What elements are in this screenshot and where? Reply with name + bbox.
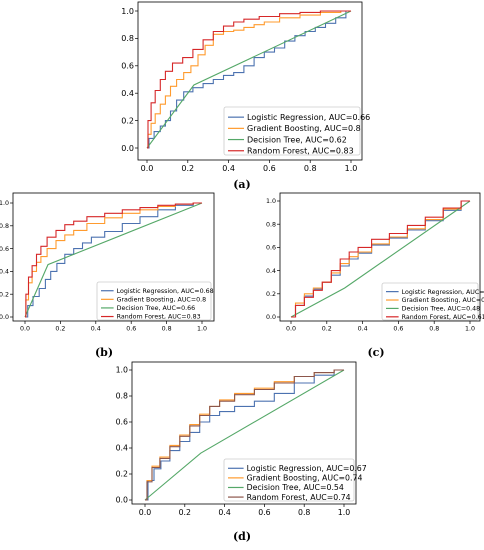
- y-tick-label: 0.2: [116, 470, 128, 479]
- x-tick-label: 0.2: [322, 325, 332, 332]
- x-tick-label: 1.0: [345, 164, 358, 173]
- y-tick-label: 0.6: [266, 245, 276, 252]
- roc-panel-4: 0.0 0.0 0.2 0.2 0.4 0.4 0.6 0.6 0.8 0.8 1.0 1.0 Logi…: [116, 361, 367, 543]
- x-tick-label: 0.4: [91, 325, 101, 332]
- y-tick-label: 0.6: [121, 62, 134, 71]
- x-tick-label: 1.0: [338, 508, 350, 517]
- y-tick-label: 1.0: [121, 7, 134, 16]
- x-tick-label: 0.8: [304, 164, 317, 173]
- roc-line-1: [147, 10, 351, 149]
- y-tick-label: 0.0: [266, 314, 276, 321]
- y-tick-label: 0.8: [266, 221, 276, 228]
- x-tick-label: 0.2: [55, 325, 65, 332]
- y-tick-label: 0.2: [0, 291, 9, 298]
- legend-entry: Gradient Boosting, AUC=0.8: [247, 124, 361, 133]
- y-tick-label: 0.8: [116, 392, 128, 401]
- x-tick-label: 0.6: [126, 325, 136, 332]
- legend: Logistic Regression, AUC=0.66 Gradient Bo…: [223, 106, 370, 156]
- roc-line-4: [147, 10, 351, 149]
- x-tick-label: 0.6: [263, 164, 276, 173]
- x-tick-label: 0.4: [358, 325, 368, 332]
- legend-entry: Gradient Boosting, AUC=0.8: [117, 297, 207, 304]
- x-tick-label: 0.0: [20, 325, 30, 332]
- roc-line-3: [290, 200, 471, 318]
- roc-panel-2: 0.0 0.0 0.2 0.2 0.4 0.4 0.6 0.6 0.8 0.8 1.0 1.0 Logi…: [0, 192, 215, 359]
- legend-entry: Random Forest, AUC=0.83: [117, 314, 201, 321]
- y-tick-label: 1.0: [0, 200, 9, 207]
- legend-entry: Decision Tree, AUC=0.62: [247, 135, 347, 144]
- y-tick-label: 0.2: [266, 291, 276, 298]
- y-tick-label: 0.2: [121, 116, 134, 125]
- x-tick-label: 0.0: [286, 325, 296, 332]
- panel-caption: (a): [233, 178, 251, 191]
- y-tick-label: 0.4: [121, 89, 134, 98]
- panel-caption: (d): [233, 530, 251, 543]
- x-tick-label: 0.2: [179, 508, 191, 517]
- y-tick-label: 0.8: [121, 34, 134, 43]
- y-tick-label: 0.4: [116, 444, 128, 453]
- x-tick-label: 1.0: [197, 325, 207, 332]
- y-tick-label: 0.0: [0, 314, 9, 321]
- legend-box: [381, 282, 479, 321]
- x-tick-label: 0.2: [181, 164, 194, 173]
- y-tick-label: 0.8: [0, 223, 9, 230]
- y-tick-label: 1.0: [116, 366, 128, 375]
- x-tick-label: 0.0: [139, 508, 151, 517]
- legend: Logistic Regression, AUC=0.59Gradient Bo…: [381, 282, 484, 321]
- y-tick-label: 0.4: [0, 269, 9, 276]
- roc-line-4: [291, 200, 470, 318]
- x-tick-label: 0.4: [218, 508, 230, 517]
- legend-entry: Gradient Boosting, AUC=0.74: [247, 474, 363, 483]
- x-tick-label: 0.6: [258, 508, 270, 517]
- roc-line-3: [24, 202, 203, 318]
- roc-line-1: [25, 202, 202, 318]
- roc-line-4: [25, 202, 202, 318]
- y-tick-label: 0.0: [121, 144, 134, 153]
- x-tick-label: 1.0: [465, 325, 475, 332]
- y-tick-label: 0.6: [0, 246, 9, 253]
- x-tick-label: 0.0: [141, 164, 154, 173]
- roc-panel-3: 0.0 0.0 0.2 0.2 0.4 0.4 0.6 0.6 0.8 0.8 1.0 1.0 Logi…: [266, 192, 484, 359]
- legend-entry: Logistic Regression, AUC=0.66: [247, 113, 370, 122]
- roc-line-2: [147, 10, 351, 149]
- y-tick-label: 0.6: [116, 418, 128, 427]
- panel-caption: (b): [95, 346, 113, 359]
- legend-entry: Decision Tree, AUC=0.48: [402, 306, 481, 313]
- legend-entry: Decision Tree, AUC=0.66: [117, 305, 196, 312]
- legend-box: [223, 458, 355, 502]
- x-tick-label: 0.8: [298, 508, 310, 517]
- legend-entry: Logistic Regression, AUC=0.68: [117, 288, 214, 295]
- legend-box: [223, 106, 361, 156]
- legend-entry: Random Forest, AUC=0.61: [402, 314, 484, 321]
- roc-line-1: [145, 369, 344, 501]
- y-tick-label: 0.0: [116, 496, 128, 505]
- roc-line-3: [146, 10, 352, 149]
- y-tick-label: 0.4: [266, 268, 276, 275]
- roc-line-3: [144, 369, 345, 501]
- legend-box: [96, 281, 212, 321]
- panel-caption: (c): [367, 346, 384, 359]
- legend: Logistic Regression, AUC=0.68 Gradient Bo…: [96, 281, 214, 321]
- x-tick-label: 0.8: [429, 325, 439, 332]
- legend-entry: Gradient Boosting, AUC=0.6: [402, 297, 484, 304]
- roc-line-4: [145, 369, 344, 501]
- x-tick-label: 0.4: [222, 164, 235, 173]
- x-tick-label: 0.8: [162, 325, 172, 332]
- legend-entry: Logistic Regression, AUC=0.59: [402, 289, 484, 296]
- legend-entry: Random Forest, AUC=0.83: [247, 147, 354, 156]
- y-tick-label: 1.0: [266, 198, 276, 205]
- roc-panel-1: 0.0 0.0 0.2 0.2 0.4 0.4 0.6 0.6 0.8 0.8 1.0 1.0 Logi…: [121, 1, 370, 191]
- legend-entry: Random Forest, AUC=0.74: [247, 493, 351, 502]
- legend-entry: Decision Tree, AUC=0.54: [247, 483, 344, 492]
- x-tick-label: 0.6: [393, 325, 403, 332]
- legend-entry: Logistic Regression, AUC=0.67: [247, 464, 367, 473]
